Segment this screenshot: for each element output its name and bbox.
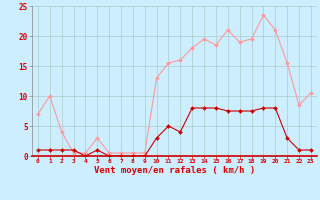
- X-axis label: Vent moyen/en rafales ( km/h ): Vent moyen/en rafales ( km/h ): [94, 166, 255, 175]
